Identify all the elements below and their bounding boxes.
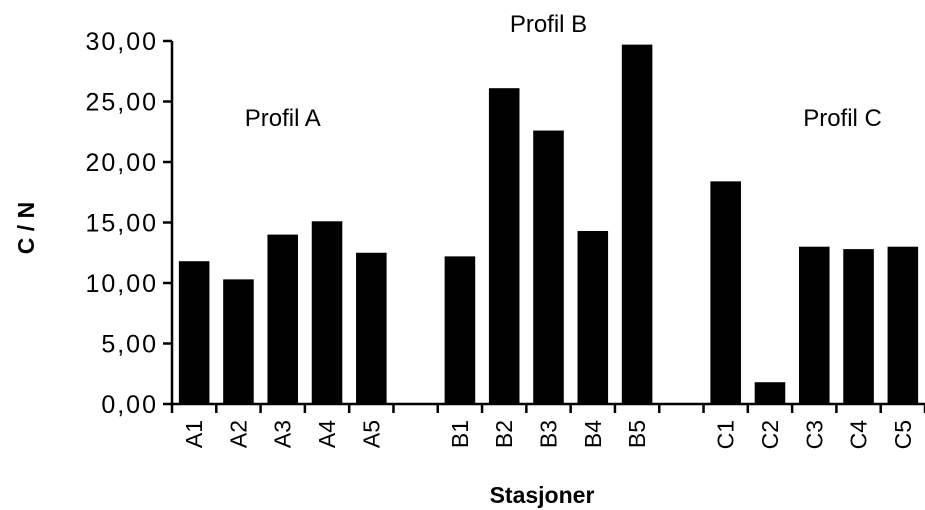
annotation-3: Profil C xyxy=(803,105,882,132)
bar-b5 xyxy=(621,44,653,404)
y-tick-label: 15,00 xyxy=(85,210,158,238)
y-tick-label: 20,00 xyxy=(85,149,158,177)
x-tick-label-a2: A2 xyxy=(225,420,251,448)
x-tick-label-c5: C5 xyxy=(890,420,916,449)
bar-a1 xyxy=(178,261,210,404)
x-tick-label-c1: C1 xyxy=(713,420,739,449)
y-ticks-group: 0,00 5,00 10,00 15,00 20,00 25,00 30,00 xyxy=(85,28,172,419)
y-tick-label: 10,00 xyxy=(85,270,158,298)
x-ticks-group: A1 A2 A3 A4 A5 B1 B2 B3 B4 B5 C1 C2 C3 C4 C5 xyxy=(170,404,925,450)
bar-c2 xyxy=(754,382,786,404)
bar-a3 xyxy=(267,234,299,404)
x-tick-label-b1: B1 xyxy=(447,420,473,448)
x-tick-label-a3: A3 xyxy=(270,420,296,448)
bar-a4 xyxy=(311,221,343,404)
y-tick-label: 5,00 xyxy=(101,331,158,359)
x-tick-label-c4: C4 xyxy=(846,420,872,450)
x-tick-label-a4: A4 xyxy=(314,420,340,448)
bar-b3 xyxy=(533,130,564,405)
y-tick-label: 0,00 xyxy=(101,391,158,419)
x-tick-label-b2: B2 xyxy=(491,420,517,448)
bar-c4 xyxy=(843,249,874,404)
y-axis-title: C / N xyxy=(13,202,39,254)
bar-a2 xyxy=(223,279,254,404)
x-tick-label-a5: A5 xyxy=(358,420,384,448)
x-tick-label-c3: C3 xyxy=(801,420,827,449)
x-tick-label-b5: B5 xyxy=(624,420,650,448)
bar-b1 xyxy=(444,256,476,404)
annotations-group: Profil A Profil B Profil C xyxy=(245,11,882,132)
bar-c1 xyxy=(710,181,741,404)
x-tick-label-b4: B4 xyxy=(580,420,606,448)
annotation-1: Profil A xyxy=(245,105,321,132)
annotation-2: Profil B xyxy=(510,11,587,38)
bar-c3 xyxy=(798,246,830,404)
bar-b4 xyxy=(577,230,609,404)
bar-a5 xyxy=(356,252,387,404)
x-tick-label-b3: B3 xyxy=(536,420,562,448)
y-tick-label: 25,00 xyxy=(85,89,158,117)
bar-b2 xyxy=(488,88,520,404)
bars-group xyxy=(178,44,919,405)
x-tick-label-a1: A1 xyxy=(181,420,207,448)
y-tick-label: 30,00 xyxy=(85,28,158,56)
bar-c5 xyxy=(887,246,919,404)
x-axis-title: Stasjoner xyxy=(490,482,595,508)
x-tick-label-c2: C2 xyxy=(757,420,783,449)
